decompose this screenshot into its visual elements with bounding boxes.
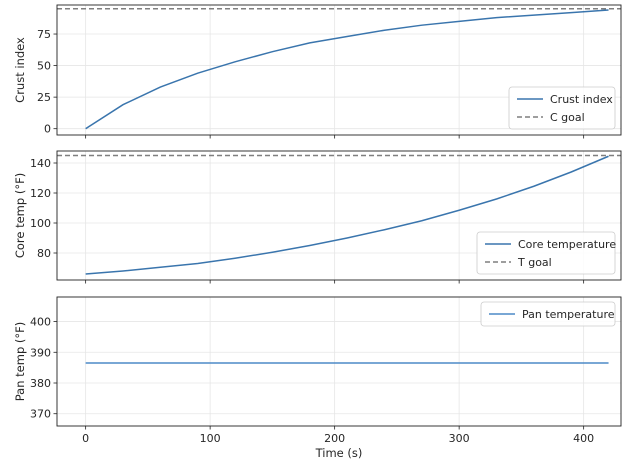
legend-entry-label: T goal [517, 256, 552, 269]
crust-panel: 0 25 50 75 Crust index Crust index C goal [13, 4, 622, 139]
crust-series-line [85, 9, 609, 130]
y-tick-label: 390 [30, 346, 51, 359]
y-tick-label: 75 [37, 28, 51, 41]
pan-legend: Pan temperature [480, 301, 616, 327]
y-tick-label: 400 [30, 316, 51, 329]
pan-axes-frame [56, 296, 622, 427]
y-tick-label: 80 [37, 247, 51, 260]
y-tick-label: 0 [44, 123, 51, 136]
legend-entry-label: Core temperature [518, 238, 616, 251]
legend-entry-label: C goal [550, 111, 585, 124]
y-tick-label: 140 [30, 157, 51, 170]
legend-entry-label: Pan temperature [522, 308, 615, 321]
crust-legend: Crust index C goal [508, 86, 616, 130]
x-tick-label: 200 [324, 432, 345, 445]
core-y-axis-label: Core temp (°F) [13, 173, 27, 258]
core-series-line [85, 155, 609, 275]
legend-box [476, 231, 616, 275]
legend-box [508, 86, 616, 130]
x-tick-label: 0 [82, 432, 89, 445]
x-tick-label: 300 [449, 432, 470, 445]
legend-entry-label: Crust index [550, 93, 613, 106]
core-axes-frame [56, 150, 622, 281]
y-tick-label: 370 [30, 408, 51, 421]
y-tick-label: 380 [30, 377, 51, 390]
y-tick-label: 100 [30, 217, 51, 230]
x-tick-label: 100 [200, 432, 221, 445]
crust-y-axis-label: Crust index [13, 37, 27, 103]
pan-y-axis-label: Pan temp (°F) [13, 322, 27, 402]
y-tick-label: 50 [37, 60, 51, 73]
x-axis-label: Time (s) [315, 446, 363, 460]
core-legend: Core temperature T goal [476, 231, 616, 275]
x-tick-label: 400 [573, 432, 594, 445]
legend-box [480, 301, 616, 327]
y-tick-label: 120 [30, 187, 51, 200]
y-tick-label: 25 [37, 91, 51, 104]
crust-axes-frame [56, 4, 622, 136]
